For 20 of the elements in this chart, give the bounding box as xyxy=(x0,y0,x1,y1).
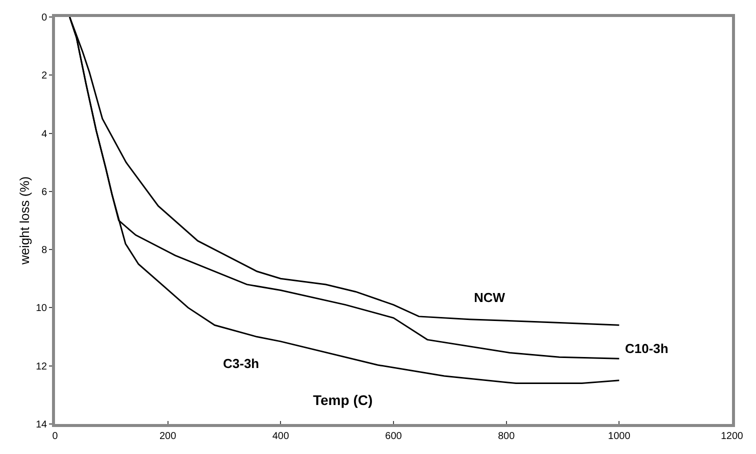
y-axis-title: weight loss (%) xyxy=(16,176,32,266)
x-tick-label: 0 xyxy=(52,431,58,442)
x-axis-title: Temp (C) xyxy=(313,392,373,408)
x-tick-label: 1000 xyxy=(608,431,631,442)
series-label: NCW xyxy=(474,290,506,305)
y-tick-label: 14 xyxy=(36,420,48,430)
y-tick-label: 6 xyxy=(41,186,48,198)
y-tick-label: 8 xyxy=(41,245,48,256)
x-tick-label: 1200 xyxy=(720,431,744,442)
x-tick-label: 600 xyxy=(385,431,402,442)
x-tick-label: 800 xyxy=(498,431,516,442)
y-tick-label: 0 xyxy=(41,12,48,24)
x-tick-label: 400 xyxy=(272,431,290,442)
y-tick-label: 4 xyxy=(41,128,48,140)
series-label: C3-3h xyxy=(223,356,260,371)
y-tick-label: 2 xyxy=(41,70,48,82)
series-label: C10-3h xyxy=(625,341,668,356)
y-tick-label: 10 xyxy=(36,303,48,314)
y-tick-label: 12 xyxy=(36,361,48,372)
x-tick-label: 200 xyxy=(159,431,177,442)
